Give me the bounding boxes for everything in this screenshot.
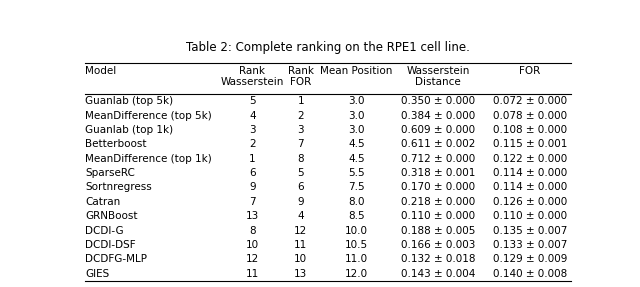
Text: 3: 3	[249, 125, 255, 135]
Text: 4: 4	[249, 111, 255, 121]
Text: 0.110 ± 0.000: 0.110 ± 0.000	[401, 211, 476, 221]
Text: Rank
FOR: Rank FOR	[288, 66, 314, 88]
Text: 0.126 ± 0.000: 0.126 ± 0.000	[493, 197, 567, 207]
Text: 6: 6	[298, 183, 304, 193]
Text: 0.188 ± 0.005: 0.188 ± 0.005	[401, 226, 476, 236]
Text: 2: 2	[298, 111, 304, 121]
Text: 0.133 ± 0.007: 0.133 ± 0.007	[493, 240, 567, 250]
Text: Table 2: Complete ranking on the RPE1 cell line.: Table 2: Complete ranking on the RPE1 ce…	[186, 41, 470, 54]
Text: 12.0: 12.0	[345, 269, 368, 279]
Text: GIES: GIES	[85, 269, 109, 279]
Text: 7.5: 7.5	[348, 183, 365, 193]
Text: 4.5: 4.5	[348, 154, 365, 164]
Text: 8: 8	[249, 226, 255, 236]
Text: 0.611 ± 0.002: 0.611 ± 0.002	[401, 139, 476, 149]
Text: 7: 7	[298, 139, 304, 149]
Text: Mean Position: Mean Position	[321, 66, 393, 76]
Text: 7: 7	[249, 197, 255, 207]
Text: 0.318 ± 0.001: 0.318 ± 0.001	[401, 168, 476, 178]
Text: SparseRC: SparseRC	[85, 168, 135, 178]
Text: 12: 12	[246, 254, 259, 264]
Text: Betterboost: Betterboost	[85, 139, 147, 149]
Text: Guanlab (top 5k): Guanlab (top 5k)	[85, 96, 173, 106]
Text: 10: 10	[294, 254, 307, 264]
Text: 2: 2	[249, 139, 255, 149]
Text: 6: 6	[249, 168, 255, 178]
Text: 0.218 ± 0.000: 0.218 ± 0.000	[401, 197, 476, 207]
Text: 3.0: 3.0	[348, 96, 365, 106]
Text: 9: 9	[298, 197, 304, 207]
Text: 10.0: 10.0	[345, 226, 368, 236]
Text: 0.166 ± 0.003: 0.166 ± 0.003	[401, 240, 476, 250]
Text: 0.170 ± 0.000: 0.170 ± 0.000	[401, 183, 476, 193]
Text: 13: 13	[246, 211, 259, 221]
Text: DCDI-G: DCDI-G	[85, 226, 124, 236]
Text: 5: 5	[249, 96, 255, 106]
Text: 4: 4	[298, 211, 304, 221]
Text: 0.108 ± 0.000: 0.108 ± 0.000	[493, 125, 567, 135]
Text: MeanDifference (top 1k): MeanDifference (top 1k)	[85, 154, 212, 164]
Text: 3.0: 3.0	[348, 125, 365, 135]
Text: 8.5: 8.5	[348, 211, 365, 221]
Text: 0.114 ± 0.000: 0.114 ± 0.000	[493, 183, 567, 193]
Text: 0.384 ± 0.000: 0.384 ± 0.000	[401, 111, 476, 121]
Text: DCDFG-MLP: DCDFG-MLP	[85, 254, 147, 264]
Text: 1: 1	[298, 96, 304, 106]
Text: Wasserstein
Distance: Wasserstein Distance	[406, 66, 470, 88]
Text: 13: 13	[294, 269, 307, 279]
Text: 9: 9	[249, 183, 255, 193]
Text: 0.143 ± 0.004: 0.143 ± 0.004	[401, 269, 476, 279]
Text: 5: 5	[298, 168, 304, 178]
Text: 10: 10	[246, 240, 259, 250]
Text: 11: 11	[246, 269, 259, 279]
Text: 0.135 ± 0.007: 0.135 ± 0.007	[493, 226, 567, 236]
Text: 0.122 ± 0.000: 0.122 ± 0.000	[493, 154, 567, 164]
Text: 3.0: 3.0	[348, 111, 365, 121]
Text: FOR: FOR	[520, 66, 541, 76]
Text: 0.132 ± 0.018: 0.132 ± 0.018	[401, 254, 476, 264]
Text: 0.140 ± 0.008: 0.140 ± 0.008	[493, 269, 567, 279]
Text: 0.609 ± 0.000: 0.609 ± 0.000	[401, 125, 476, 135]
Text: 0.114 ± 0.000: 0.114 ± 0.000	[493, 168, 567, 178]
Text: 11: 11	[294, 240, 307, 250]
Text: 0.078 ± 0.000: 0.078 ± 0.000	[493, 111, 567, 121]
Text: 12: 12	[294, 226, 307, 236]
Text: Guanlab (top 1k): Guanlab (top 1k)	[85, 125, 173, 135]
Text: 3: 3	[298, 125, 304, 135]
Text: Catran: Catran	[85, 197, 120, 207]
Text: DCDI-DSF: DCDI-DSF	[85, 240, 136, 250]
Text: 8.0: 8.0	[348, 197, 365, 207]
Text: 0.350 ± 0.000: 0.350 ± 0.000	[401, 96, 476, 106]
Text: 0.110 ± 0.000: 0.110 ± 0.000	[493, 211, 567, 221]
Text: 1: 1	[249, 154, 255, 164]
Text: Model: Model	[85, 66, 116, 76]
Text: 5.5: 5.5	[348, 168, 365, 178]
Text: 11.0: 11.0	[345, 254, 368, 264]
Text: 0.072 ± 0.000: 0.072 ± 0.000	[493, 96, 567, 106]
Text: MeanDifference (top 5k): MeanDifference (top 5k)	[85, 111, 212, 121]
Text: 8: 8	[298, 154, 304, 164]
Text: 10.5: 10.5	[345, 240, 368, 250]
Text: Sortnregress: Sortnregress	[85, 183, 152, 193]
Text: Rank
Wasserstein: Rank Wasserstein	[221, 66, 284, 88]
Text: 0.129 ± 0.009: 0.129 ± 0.009	[493, 254, 567, 264]
Text: GRNBoost: GRNBoost	[85, 211, 138, 221]
Text: 0.712 ± 0.000: 0.712 ± 0.000	[401, 154, 476, 164]
Text: 0.115 ± 0.001: 0.115 ± 0.001	[493, 139, 567, 149]
Text: 4.5: 4.5	[348, 139, 365, 149]
